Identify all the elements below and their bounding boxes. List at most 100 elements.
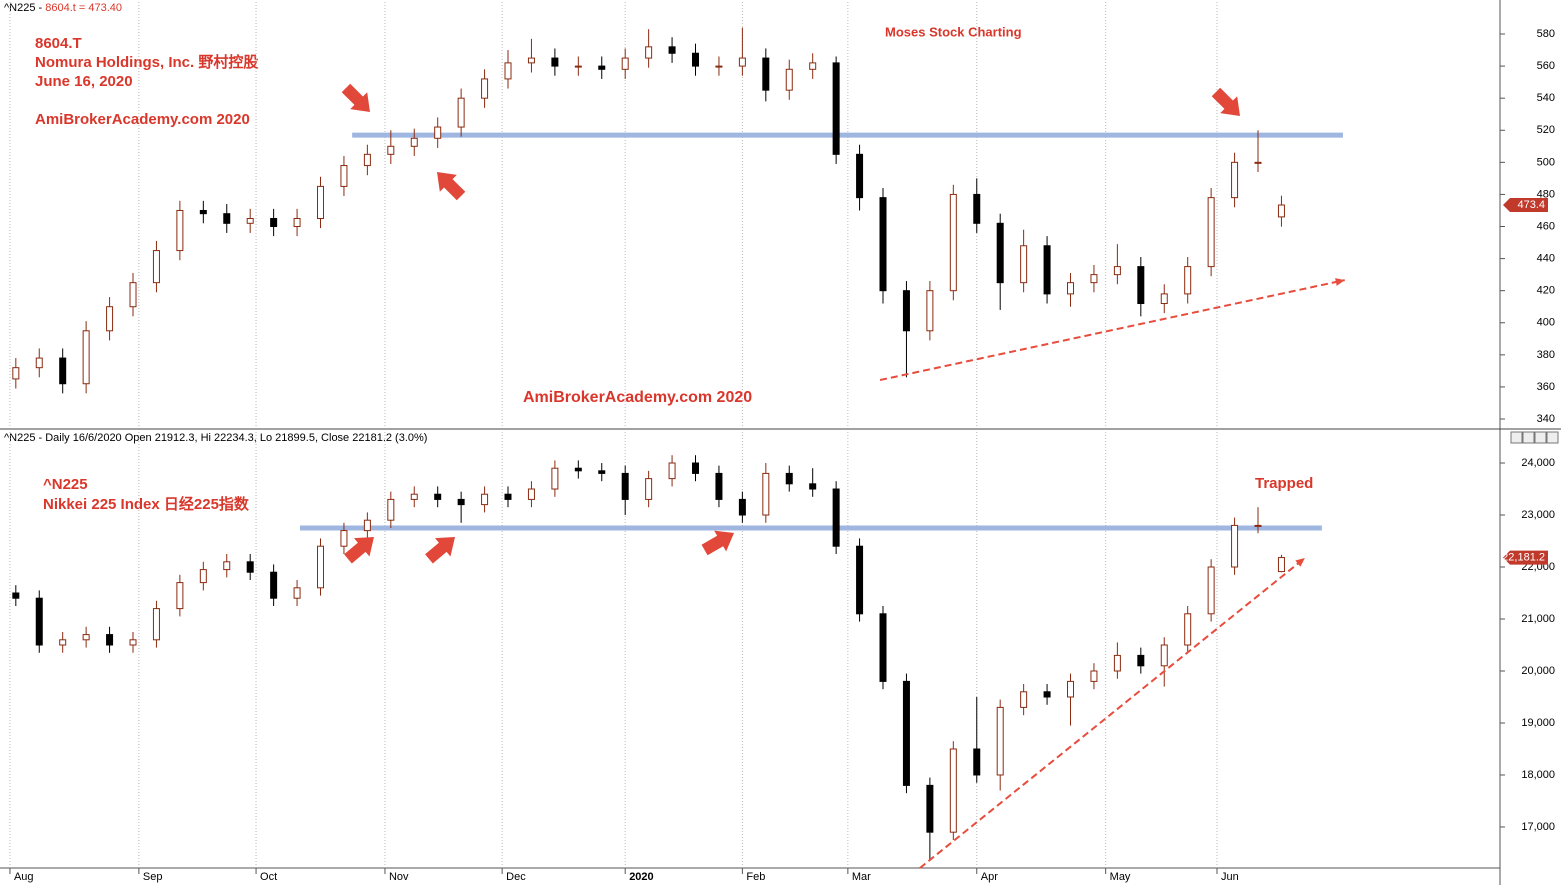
y-tick-label: 460 xyxy=(1537,220,1555,232)
candle-body xyxy=(598,470,606,474)
trendline-head xyxy=(1295,558,1305,567)
candle-body xyxy=(387,498,395,521)
candle-body xyxy=(82,634,90,641)
candle-body xyxy=(12,592,20,599)
candle-body xyxy=(574,65,582,68)
candle-body xyxy=(1184,266,1192,295)
candle-body xyxy=(668,46,676,54)
candle-body xyxy=(363,153,371,167)
y-tick-label: 20,000 xyxy=(1521,665,1555,677)
price-tag-label: 473.4 xyxy=(1517,199,1545,211)
y-tick-label: 360 xyxy=(1537,381,1555,393)
panel-header: ^N225 - Daily 16/6/2020 Open 21912.3, Hi… xyxy=(4,432,427,444)
candle-body xyxy=(996,706,1004,776)
header-ticker: ^N225 - xyxy=(4,2,43,14)
candle-body xyxy=(152,608,160,641)
button[interactable] xyxy=(1522,431,1535,444)
candle-body xyxy=(246,561,254,573)
button[interactable] xyxy=(1510,431,1523,444)
candle-body xyxy=(1207,566,1215,615)
candle-body xyxy=(692,462,700,474)
y-tick-label: 560 xyxy=(1537,60,1555,72)
candle-body xyxy=(856,153,864,199)
x-tick-label: Sep xyxy=(143,871,163,883)
x-tick-label: Jun xyxy=(1221,871,1239,883)
candle-body xyxy=(996,222,1004,284)
candle-body xyxy=(973,193,981,224)
candle-body xyxy=(598,65,606,70)
candle-body xyxy=(949,193,957,292)
candle-body xyxy=(668,462,676,480)
candle-body xyxy=(856,545,864,615)
y-tick-label: 24,000 xyxy=(1521,457,1555,469)
candle-body xyxy=(410,137,418,147)
candle-body xyxy=(762,57,770,91)
candle-body xyxy=(340,530,348,547)
candle-body xyxy=(246,217,254,224)
candle-body xyxy=(785,68,793,91)
candle-body xyxy=(809,483,817,490)
candle-body xyxy=(434,493,442,500)
annotation: Nikkei 225 Index 日经225指数 xyxy=(43,495,250,513)
candle-body xyxy=(35,597,43,646)
button[interactable] xyxy=(1534,431,1547,444)
x-tick-label: Nov xyxy=(389,871,409,883)
candle-body xyxy=(176,209,184,252)
candle-body xyxy=(1043,691,1051,698)
candle-body xyxy=(715,65,723,68)
y-tick-label: 580 xyxy=(1537,28,1555,40)
candle-body xyxy=(457,97,465,128)
candle-body xyxy=(363,519,371,532)
candle-body xyxy=(504,493,512,500)
annotation: June 16, 2020 xyxy=(35,73,133,90)
candle-body xyxy=(1160,293,1168,305)
arrow xyxy=(425,537,455,564)
y-tick-label: 540 xyxy=(1537,92,1555,104)
candle-body xyxy=(1137,654,1145,667)
candle-body xyxy=(902,290,910,332)
candle-body xyxy=(1067,282,1075,295)
candle-body xyxy=(270,571,278,599)
y-tick-label: 520 xyxy=(1537,124,1555,136)
price-tag-label: 22,181.2 xyxy=(1502,551,1545,563)
candle-body xyxy=(176,582,184,610)
candle-body xyxy=(715,472,723,500)
candle-body xyxy=(621,472,629,500)
candle-body xyxy=(902,680,910,786)
annotation: Moses Stock Charting xyxy=(885,24,1022,39)
y-tick-label: 440 xyxy=(1537,253,1555,265)
candle-body xyxy=(270,217,278,228)
candle-body xyxy=(1160,644,1168,667)
y-tick-label: 17,000 xyxy=(1521,821,1555,833)
candle-body xyxy=(692,52,700,67)
x-tick-label: Dec xyxy=(506,871,526,883)
annotation: ^N225 xyxy=(43,476,88,493)
candle-body xyxy=(410,493,418,500)
candle-body xyxy=(1231,161,1239,199)
candle-body xyxy=(926,290,934,332)
button[interactable] xyxy=(1546,431,1559,444)
y-tick-label: 340 xyxy=(1537,413,1555,425)
y-tick-label: 19,000 xyxy=(1521,717,1555,729)
candle-body xyxy=(106,634,114,646)
arrows xyxy=(341,83,1240,564)
candle-body xyxy=(785,472,793,485)
candle-body xyxy=(129,639,137,646)
x-tick-label: Feb xyxy=(746,871,765,883)
candle-body xyxy=(1090,670,1098,682)
candle-body xyxy=(1254,524,1262,527)
candle-body xyxy=(199,569,207,584)
candle-body xyxy=(1020,245,1028,284)
price-tag xyxy=(1503,550,1548,565)
x-tick-label: Aug xyxy=(14,871,34,883)
candle-body xyxy=(645,478,653,500)
candle-body xyxy=(1184,613,1192,646)
candle-body xyxy=(527,57,535,64)
candle-body xyxy=(504,62,512,80)
candle-body xyxy=(457,498,465,506)
candle-body xyxy=(832,62,840,155)
annotation: AmiBrokerAcademy.com 2020 xyxy=(523,389,752,406)
candle-body xyxy=(387,145,395,155)
